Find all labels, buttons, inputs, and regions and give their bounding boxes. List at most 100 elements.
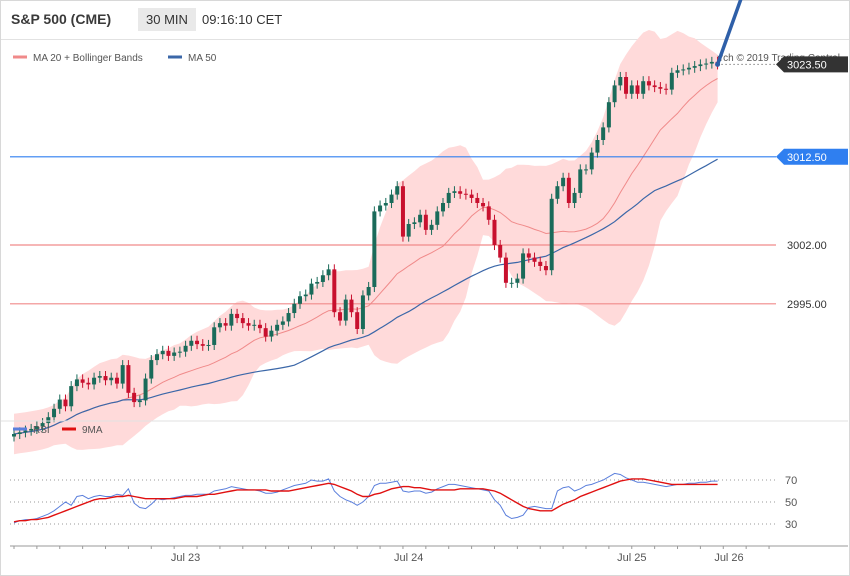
candle-body	[303, 294, 308, 297]
candle-body	[452, 191, 457, 193]
timeframe-badge[interactable]: 30 MIN	[138, 8, 196, 31]
candle-body	[252, 324, 257, 326]
candle-body	[435, 211, 440, 225]
candle-body	[23, 430, 28, 433]
level-2995-00-label: 2995.00	[787, 299, 827, 311]
candle-body	[74, 379, 79, 387]
candle-body	[183, 345, 188, 352]
candle-body	[126, 365, 131, 393]
candle-body	[320, 275, 325, 282]
candle-body	[46, 417, 51, 424]
candle-body	[309, 283, 314, 295]
candle-body	[612, 85, 617, 103]
candle-body	[561, 177, 566, 187]
rsi-line	[13, 472, 718, 524]
candle-body	[355, 312, 360, 329]
candle-body	[641, 81, 646, 94]
ma20-line	[13, 78, 718, 435]
level-3012-50-label: 3012.50	[787, 152, 827, 164]
candle-body	[566, 177, 571, 203]
moving-averages-layer	[13, 158, 718, 435]
candle-body	[63, 399, 68, 407]
instrument-title: S&P 500 (CME)	[11, 11, 112, 27]
candle-body	[103, 376, 108, 381]
candle-body	[606, 102, 611, 128]
candle-body	[34, 426, 39, 429]
legend-bollinger-label: MA 20 + Bollinger Bands	[33, 53, 143, 64]
candle-body	[704, 63, 709, 65]
candle-body	[486, 206, 491, 220]
candle-body	[412, 222, 417, 224]
candle-body	[109, 377, 114, 381]
x-tick-label: Jul 24	[394, 552, 423, 564]
forecast-arrow	[715, 0, 743, 65]
level-3012-50-tag: 3012.50	[776, 148, 848, 165]
rsi-pane: 70 50 30	[10, 472, 797, 531]
candle-body	[686, 67, 691, 70]
candle-body	[292, 303, 297, 314]
level-2995-00-tag: 2995.00	[787, 299, 827, 311]
x-axis: Jul 23 Jul 24 Jul 25 Jul 26	[13, 546, 770, 564]
candle-body	[229, 313, 234, 326]
candle-body	[338, 312, 343, 321]
candle-body	[595, 140, 600, 153]
candle-body	[160, 350, 165, 355]
candle-body	[40, 423, 45, 427]
level-3012-50-badge	[776, 148, 848, 165]
candle-body	[555, 186, 560, 199]
candle-body	[441, 203, 445, 212]
candle-body	[52, 408, 57, 418]
rsi-tick-70: 70	[785, 475, 797, 487]
rsi-tick-50: 50	[785, 497, 797, 509]
candle-body	[235, 313, 240, 319]
level-3023-50-label: 3023.50	[787, 59, 827, 71]
candle-body	[149, 360, 154, 379]
chart-header: S&P 500 (CME) 30 MIN 09:16:10 CET	[1, 1, 849, 40]
candle-body	[669, 72, 674, 90]
candle-body	[155, 354, 159, 361]
levels-layer	[10, 63, 776, 305]
level-labels-layer: 3041.003033.003023.503012.503002.002995.…	[776, 56, 848, 311]
forecast-layer	[715, 0, 743, 67]
candle-body	[80, 379, 85, 383]
legend-rsi-label: RSI	[33, 425, 50, 436]
timestamp: 09:16:10 CET	[202, 12, 283, 27]
ma50-line	[13, 158, 718, 435]
candle-body	[498, 245, 503, 258]
candle-body	[709, 61, 714, 64]
legend-rsi-ma-label: 9MA	[82, 425, 103, 436]
level-3023-50-tag: 3023.50	[776, 56, 848, 73]
candle-body	[584, 169, 588, 171]
candle-body	[360, 295, 365, 329]
candle-body	[137, 400, 142, 403]
candle-body	[475, 197, 480, 203]
candle-body	[120, 365, 125, 384]
candle-body	[17, 432, 22, 434]
level-3002-00-tag: 3002.00	[787, 240, 827, 252]
candle-body	[572, 192, 577, 203]
candle-body	[675, 70, 680, 73]
candle-body	[389, 194, 394, 203]
candle-body	[515, 278, 520, 283]
candle-body	[366, 287, 371, 296]
candle-body	[92, 377, 97, 385]
candle-body	[481, 203, 486, 207]
candle-body	[332, 269, 337, 313]
candle-body	[429, 224, 434, 230]
candle-body	[315, 281, 320, 284]
candle-body	[463, 193, 468, 195]
legend-rsi-ma: 9MA	[62, 425, 103, 436]
candle-body	[458, 191, 463, 194]
candle-body	[400, 186, 405, 237]
candle-body	[86, 382, 91, 385]
candle-body	[172, 352, 177, 356]
candle-body	[286, 313, 291, 322]
candle-body	[269, 330, 274, 337]
candle-body	[692, 66, 697, 68]
candle-body	[492, 219, 497, 245]
candle-body	[206, 344, 211, 346]
candle-body	[217, 323, 222, 328]
candle-body	[372, 211, 377, 287]
candle-body	[69, 386, 74, 407]
candle-body	[132, 392, 137, 403]
